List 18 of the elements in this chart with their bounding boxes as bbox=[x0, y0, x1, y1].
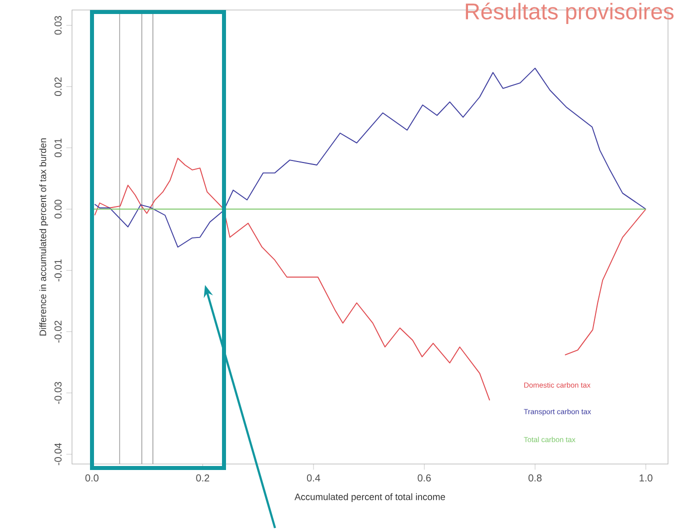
y-tick-label: -0.04 bbox=[54, 443, 62, 466]
x-axis-title: Accumulated percent of total income bbox=[294, 493, 446, 502]
x-tick-label: 0.0 bbox=[85, 474, 98, 482]
y-tick-label: -0.01 bbox=[54, 259, 62, 282]
y-tick-label: -0.03 bbox=[54, 382, 62, 404]
y-axis-title: Difference in accumulated percent of tax burden bbox=[39, 138, 48, 336]
y-tick-label: 0.02 bbox=[54, 77, 62, 96]
x-tick-label: 1.0 bbox=[640, 474, 652, 482]
x-tick-label: 0.6 bbox=[418, 474, 431, 482]
line-series bbox=[94, 68, 646, 248]
x-tick-label: 0.4 bbox=[306, 474, 320, 482]
y-tick-label: 0.00 bbox=[54, 200, 62, 218]
y-tick-label: 0.03 bbox=[54, 16, 62, 35]
x-tick-label: 0.2 bbox=[196, 474, 210, 482]
annotation: Résultats provisoires bbox=[466, 2, 674, 24]
x-tick-label: 0.8 bbox=[528, 474, 542, 482]
y-tick-label: 0.01 bbox=[54, 138, 62, 158]
y-tick-label: -0.02 bbox=[54, 320, 62, 343]
